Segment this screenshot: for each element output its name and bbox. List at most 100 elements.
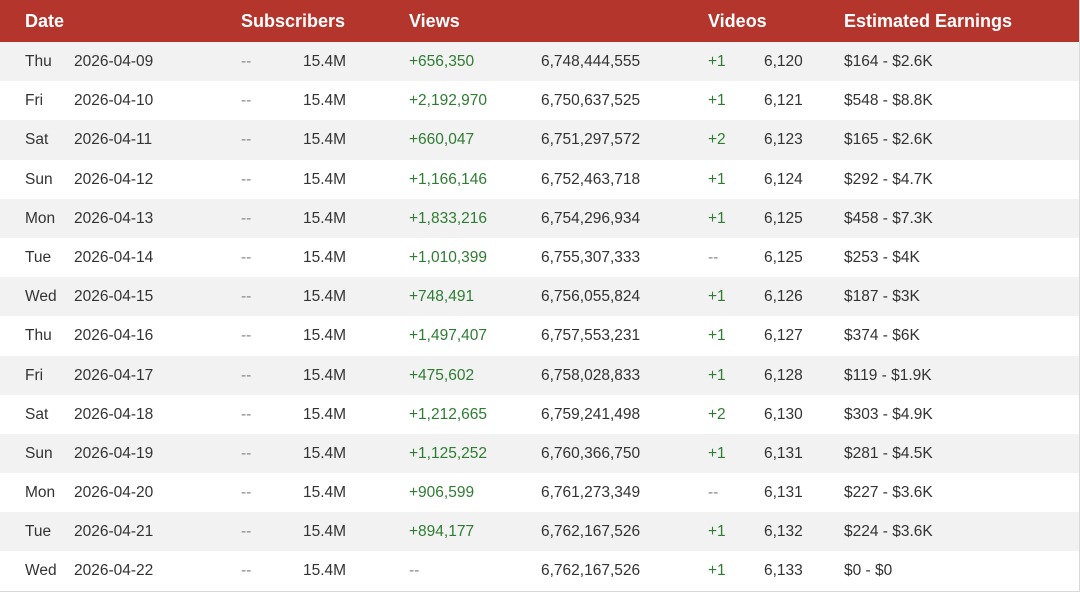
table-row: Mon 2026-04-20 -- 15.4M +906,599 6,761,273,34… (0, 473, 1079, 513)
table-row: Fri 2026-04-10 -- 15.4M +2,192,970 6,750,637,… (0, 81, 1079, 121)
table-row: Wed 2026-04-15 -- 15.4M +748,491 6,756,055,82… (0, 277, 1079, 317)
videos-cell: 6,132 (764, 523, 803, 541)
view-change-cell: +1,125,252 (409, 444, 488, 462)
estimated-earnings-cell: $458 - $7.3K (844, 209, 933, 227)
date-cell: 2026-04-12 (74, 170, 154, 188)
date-cell: 2026-04-17 (74, 366, 154, 384)
views-cell: 6,761,273,349 (541, 484, 641, 502)
table-row: Wed 2026-04-22 -- 15.4M -- 6,762,167,526 +1 6,1… (0, 551, 1079, 591)
date-cell: 2026-04-15 (74, 288, 154, 306)
subscribers-cell: 15.4M (303, 405, 347, 423)
view-change-cell: +1,010,399 (409, 248, 488, 266)
subscribers-cell: 15.4M (303, 131, 347, 149)
subscribers-cell: 15.4M (303, 248, 347, 266)
views-cell: 6,757,553,231 (541, 327, 641, 345)
views-cell: 6,748,444,555 (541, 53, 641, 70)
day-cell: Sat (25, 405, 49, 423)
videos-cell: 6,123 (764, 131, 803, 149)
estimated-earnings-cell: $119 - $1.9K (844, 366, 932, 384)
view-change-cell: +1,833,216 (409, 209, 488, 227)
table-row: Sat 2026-04-11 -- 15.4M +660,047 6,751,297,57… (0, 120, 1079, 160)
date-cell: 2026-04-21 (74, 523, 154, 541)
day-cell: Fri (25, 92, 44, 110)
video-change-cell: +1 (708, 562, 726, 580)
date-cell: 2026-04-13 (74, 209, 154, 227)
column-header-videos: Videos (708, 11, 767, 31)
estimated-earnings-cell: $292 - $4.7K (844, 170, 933, 188)
estimated-earnings-cell: $165 - $2.6K (844, 131, 933, 149)
videos-cell: 6,125 (764, 248, 803, 266)
date-cell: 2026-04-10 (74, 92, 154, 110)
table-row: Sun 2026-04-12 -- 15.4M +1,166,146 6,752,463,… (0, 159, 1079, 199)
subscriber-change-cell: -- (241, 248, 252, 266)
video-change-cell: +1 (708, 92, 726, 110)
day-cell: Sun (25, 170, 53, 188)
table-row: Thu 2026-04-16 -- 15.4M +1,497,407 6,757,553,… (0, 316, 1079, 356)
view-change-cell: +894,177 (409, 523, 475, 541)
column-header-date: Date (25, 11, 65, 31)
videos-cell: 6,127 (764, 327, 803, 345)
view-change-cell: +906,599 (409, 484, 475, 502)
subscriber-change-cell: -- (241, 405, 252, 423)
estimated-earnings-cell: $281 - $4.5K (844, 444, 933, 462)
views-cell: 6,752,463,718 (541, 170, 641, 188)
videos-cell: 6,126 (764, 288, 803, 306)
table-row: Sat 2026-04-18 -- 15.4M +1,212,665 6,759,241,… (0, 394, 1079, 434)
subscribers-cell: 15.4M (303, 209, 347, 227)
estimated-earnings-cell: $187 - $3K (844, 288, 920, 306)
subscribers-cell: 15.4M (303, 484, 347, 502)
views-cell: 6,759,241,498 (541, 405, 641, 423)
views-cell: 6,751,297,572 (541, 131, 641, 149)
date-cell: 2026-04-22 (74, 562, 154, 580)
day-cell: Wed (25, 288, 57, 306)
videos-cell: 6,130 (764, 405, 803, 423)
videos-cell: 6,124 (764, 170, 803, 188)
day-cell: Mon (25, 209, 56, 227)
day-cell: Tue (25, 248, 52, 266)
video-change-cell: +2 (708, 405, 726, 423)
view-change-cell: -- (409, 562, 420, 580)
view-change-cell: +2,192,970 (409, 92, 488, 110)
table-row: Tue 2026-04-21 -- 15.4M +894,177 6,762,167,52… (0, 512, 1079, 552)
subscriber-change-cell: -- (241, 444, 252, 462)
table-header: Date Subscribers Views Videos Estimated … (0, 0, 1079, 42)
estimated-earnings-cell: $224 - $3.6K (844, 523, 933, 541)
video-change-cell: -- (708, 484, 719, 502)
table-row: Sun 2026-04-19 -- 15.4M +1,125,252 6,760,366,… (0, 433, 1079, 474)
views-cell: 6,755,307,333 (541, 248, 641, 266)
view-change-cell: +1,166,146 (409, 170, 488, 188)
view-change-cell: +1,497,407 (409, 327, 488, 345)
views-cell: 6,756,055,824 (541, 288, 641, 306)
videos-cell: 6,133 (764, 562, 803, 580)
date-cell: 2026-04-11 (74, 131, 153, 149)
day-cell: Fri (25, 366, 44, 384)
day-cell: Thu (25, 327, 52, 345)
videos-cell: 6,125 (764, 209, 803, 227)
date-cell: 2026-04-19 (74, 444, 154, 462)
video-change-cell: +1 (708, 523, 726, 541)
subscriber-change-cell: -- (241, 92, 252, 110)
column-header-estimated-earnings: Estimated Earnings (844, 11, 1013, 31)
subscriber-change-cell: -- (241, 131, 252, 149)
subscriber-change-cell: -- (241, 209, 252, 227)
subscriber-change-cell: -- (241, 53, 252, 70)
table-row: Mon 2026-04-13 -- 15.4M +1,833,216 6,754,296,… (0, 198, 1079, 238)
day-cell: Tue (25, 523, 52, 541)
table-row: Fri 2026-04-17 -- 15.4M +475,602 6,758,028,83… (0, 355, 1079, 395)
subscribers-cell: 15.4M (303, 523, 347, 541)
views-cell: 6,754,296,934 (541, 209, 641, 227)
date-cell: 2026-04-16 (74, 327, 154, 345)
estimated-earnings-cell: $374 - $6K (844, 327, 920, 345)
video-change-cell: +1 (708, 53, 726, 70)
video-change-cell: +1 (708, 327, 726, 345)
views-cell: 6,750,637,525 (541, 92, 641, 110)
estimated-earnings-cell: $164 - $2.6K (844, 53, 933, 70)
views-cell: 6,762,167,526 (541, 523, 641, 541)
column-header-subscribers: Subscribers (241, 11, 346, 31)
subscriber-change-cell: -- (241, 366, 252, 384)
subscribers-cell: 15.4M (303, 366, 347, 384)
subscribers-cell: 15.4M (303, 327, 347, 345)
view-change-cell: +656,350 (409, 53, 475, 70)
subscribers-cell: 15.4M (303, 444, 347, 462)
